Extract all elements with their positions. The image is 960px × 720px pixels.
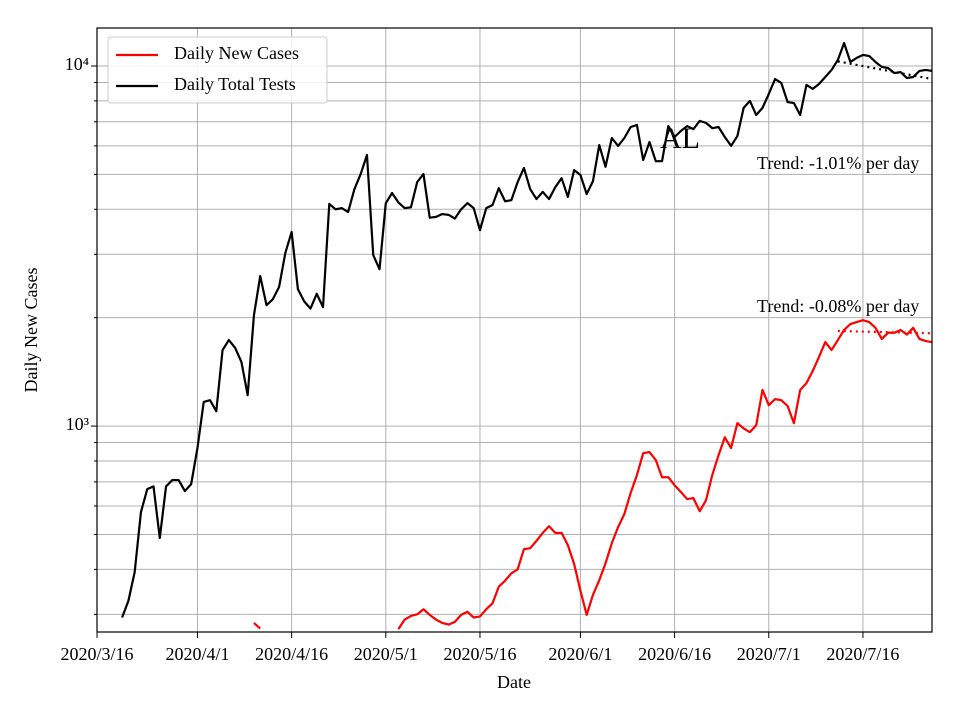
x-tick-label: 2020/7/1 xyxy=(737,644,801,664)
legend-frame xyxy=(107,36,328,104)
axes-frame xyxy=(96,27,933,633)
trend-line xyxy=(837,329,932,335)
data-line xyxy=(121,41,932,618)
state-label: AL xyxy=(660,122,700,155)
legend: Daily New Cases Daily Total Tests xyxy=(107,36,328,104)
grid xyxy=(96,28,932,632)
data-line xyxy=(253,319,932,630)
x-tick-label: 2020/7/16 xyxy=(826,644,899,664)
y-axis-label: Daily New Cases xyxy=(21,268,41,393)
x-tick-label: 2020/5/16 xyxy=(443,644,516,664)
legend-label: Daily New Cases xyxy=(174,43,299,63)
legend-label: Daily Total Tests xyxy=(174,74,296,94)
ticks: 10³ 10⁴ 2020/3/16 2020/4/1 2020/4/16 2020/5/1… xyxy=(60,54,899,664)
trend-annotation: Trend: -1.01% per day xyxy=(757,153,919,173)
plot-area xyxy=(121,41,932,630)
x-tick-label: 2020/4/16 xyxy=(255,644,328,664)
y-tick-label: 10³ xyxy=(66,414,90,434)
y-tick-label: 10⁴ xyxy=(65,54,89,74)
x-tick-label: 2020/3/16 xyxy=(60,644,133,664)
trend-annotation: Trend: -0.08% per day xyxy=(757,296,919,316)
x-axis-label: Date xyxy=(497,672,531,692)
x-tick-label: 2020/6/16 xyxy=(638,644,711,664)
trend-line xyxy=(837,60,932,81)
x-tick-label: 2020/6/1 xyxy=(548,644,612,664)
x-tick-label: 2020/5/1 xyxy=(354,644,418,664)
x-tick-label: 2020/4/1 xyxy=(165,644,229,664)
